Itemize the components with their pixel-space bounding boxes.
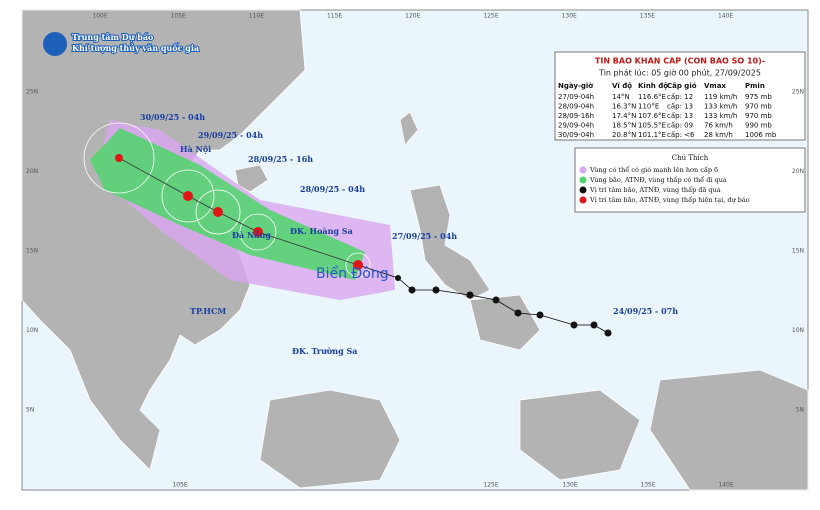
track-label: 27/09/25 - 04h [392, 231, 457, 241]
table-cell: 133 km/h [704, 112, 737, 120]
lon-tick: 115E [327, 13, 342, 20]
lon-tick: 110E [249, 13, 264, 20]
table-cell: 970 mb [745, 112, 772, 120]
table-cell: 116.6°E [638, 93, 666, 101]
agency-name: Khí tượng thủy văn quốc gia [72, 43, 199, 53]
table-cell: 990 mb [745, 122, 772, 130]
track-label: 28/09/25 - 04h [300, 184, 365, 194]
legend-swatch [579, 196, 587, 204]
table-cell: 105.5°E [638, 122, 666, 130]
table-cell: cấp: 13 [667, 103, 693, 111]
agency-logo [43, 32, 67, 56]
table-cell: cấp: 12 [667, 93, 693, 101]
legend-swatch [579, 176, 587, 184]
legend-item: Vùng có thể có gió mạnh lên hơn cấp 6 [589, 165, 718, 174]
table-cell: 28/09-16h [558, 112, 594, 120]
table-cell: 970 mb [745, 103, 772, 111]
table-cell: 76 km/h [704, 122, 733, 130]
lat-tick: 20N [792, 168, 804, 175]
lon-tick: 135E [640, 482, 655, 489]
lon-tick: 135E [640, 13, 655, 20]
table-cell: 101.1°E [638, 131, 666, 139]
table-cell: cấp: 09 [667, 122, 693, 130]
place-label: ĐK. Hoàng Sa [290, 226, 353, 236]
table-cell: 17.4°N [612, 112, 636, 120]
land [21, 9, 809, 491]
legend-box [574, 147, 806, 213]
track-label: 30/09/25 - 04h [140, 112, 205, 122]
lat-tick: 5N [796, 407, 804, 414]
table-cell: 119 km/h [704, 93, 737, 101]
table-cell: 30/09-04h [558, 131, 594, 139]
column-header: Kinh độ [638, 82, 668, 90]
forecast-centers [115, 154, 363, 270]
lon-tick: 125E [483, 482, 498, 489]
lat-tick: 10N [792, 327, 804, 334]
agency-name: Trung tâm Dự báo [72, 32, 154, 42]
place-label: TP.HCM [190, 306, 226, 316]
table-cell: 29/09-04h [558, 122, 594, 130]
legend-item: Vị trí tâm bão, ATNĐ, vùng thấp hiện tại… [589, 195, 750, 204]
place-label: Hà Nội [180, 144, 211, 154]
lon-tick: 105E [172, 482, 187, 489]
legend-swatch [579, 186, 587, 194]
storm-cone [90, 128, 365, 280]
table-cell: cấp: 13 [667, 112, 693, 120]
table-cell: 18.5°N [612, 122, 636, 130]
lon-tick: 130E [562, 13, 577, 20]
lon-tick: 105E [171, 13, 186, 20]
lat-tick: 25N [792, 89, 804, 96]
table-cell: 975 mb [745, 93, 772, 101]
track-label: 29/09/25 - 04h [198, 130, 263, 140]
table-cell: 110°E [638, 103, 659, 111]
lat-tick: 5N [26, 407, 34, 414]
place-label: ĐK. Trường Sa [292, 346, 357, 356]
radius-circles [83, 122, 371, 278]
column-header: Cấp gió [667, 82, 697, 90]
lon-tick: 140E [718, 13, 733, 20]
legend-swatch [579, 166, 587, 174]
lat-tick: 10N [26, 327, 38, 334]
column-header: Ngày-giờ [558, 82, 593, 90]
legend-title: Chú Thích [672, 154, 709, 162]
lat-tick: 15N [792, 248, 804, 255]
lat-tick: 20N [26, 168, 38, 175]
legend-item: Vùng bão, ATNĐ, vùng thấp có thể đi qua [589, 175, 727, 184]
lon-tick: 120E [405, 13, 420, 20]
bulletin-title: TIN BAO KHAN CAP (CON BAO SO 10)- [595, 57, 765, 66]
bulletin-box [554, 51, 806, 141]
column-header: Vmax [704, 82, 726, 90]
table-cell: 28 km/h [704, 131, 733, 139]
lon-tick: 140E [718, 482, 733, 489]
lon-tick: 130E [562, 482, 577, 489]
bulletin-issued: Tin phát lúc: 05 giờ 00 phút, 27/09/2025 [598, 68, 761, 78]
lon-tick: 125E [483, 13, 498, 20]
legend-item: Vị trí tâm bão, ATNĐ, vùng thấp đã qua [589, 185, 721, 194]
table-cell: 133 km/h [704, 103, 737, 111]
lat-tick: 15N [26, 248, 38, 255]
lon-tick: 100E [92, 13, 107, 20]
table-cell: 1006 mb [745, 131, 777, 139]
sea-label: Biển Đông [316, 265, 389, 282]
table-cell: 16.3°N [612, 103, 636, 111]
column-header: Pmin [745, 82, 765, 90]
column-header: Vĩ độ [612, 82, 632, 90]
track-label: 24/09/25 - 07h [613, 306, 678, 316]
table-cell: 27/09-04h [558, 93, 594, 101]
table-cell: 28/09-04h [558, 103, 594, 111]
lat-tick: 25N [26, 89, 38, 96]
table-cell: 14°N [612, 93, 630, 101]
table-cell: 107.6°E [638, 112, 666, 120]
place-label: Đà Nẵng [232, 230, 271, 240]
table-cell: cấp: <6 [667, 131, 695, 139]
track-label: 28/09/25 - 16h [248, 154, 313, 164]
table-cell: 20.8°N [612, 131, 636, 139]
past-centers [395, 275, 612, 337]
